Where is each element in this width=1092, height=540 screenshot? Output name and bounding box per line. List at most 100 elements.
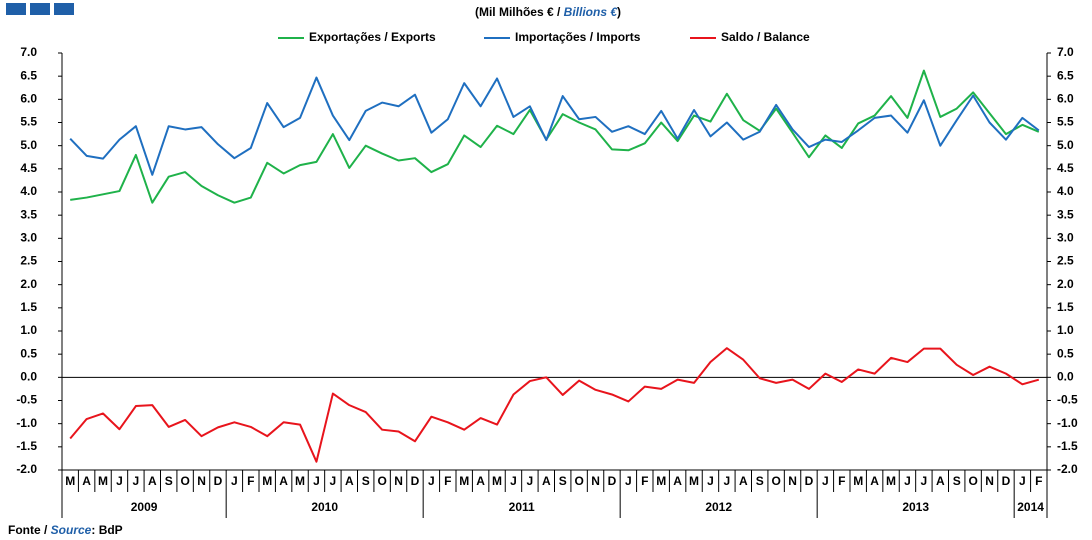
year-label: 2014 — [1017, 500, 1044, 514]
y-tick-label: 6.5 — [20, 68, 37, 82]
y-tick-label: -0.5 — [16, 393, 37, 407]
x-tick-label: M — [492, 474, 502, 488]
x-tick-label: S — [165, 474, 173, 488]
x-tick-label: O — [771, 474, 780, 488]
y-tick-label-right: 1.0 — [1057, 323, 1074, 337]
x-tick-label: M — [459, 474, 469, 488]
year-label: 2009 — [131, 500, 158, 514]
y-tick-label: 3.5 — [20, 207, 37, 221]
x-tick-label: D — [608, 474, 617, 488]
x-tick-label: J — [133, 474, 140, 488]
y-tick-label-right: 5.0 — [1057, 138, 1074, 152]
year-label: 2010 — [311, 500, 338, 514]
x-tick-label: M — [853, 474, 863, 488]
y-tick-label: 1.5 — [20, 300, 37, 314]
x-tick-label: J — [330, 474, 337, 488]
x-tick-label: J — [1019, 474, 1026, 488]
x-tick-label: J — [313, 474, 320, 488]
y-tick-label-right: 6.5 — [1057, 68, 1074, 82]
y-tick-label: 5.5 — [20, 115, 37, 129]
x-tick-label: D — [214, 474, 223, 488]
x-tick-label: M — [98, 474, 108, 488]
x-tick-label: O — [377, 474, 386, 488]
chart-title: (Mil Milhões € / Billions €) — [475, 5, 621, 19]
x-tick-label: S — [756, 474, 764, 488]
y-tick-label-right: -1.0 — [1057, 416, 1078, 430]
x-tick-label: F — [641, 474, 648, 488]
x-tick-label: J — [527, 474, 534, 488]
y-tick-label-right: 2.5 — [1057, 254, 1074, 268]
x-tick-label: A — [345, 474, 354, 488]
legend-label: Saldo / Balance — [721, 30, 810, 44]
y-tick-label-right: 0.0 — [1057, 370, 1074, 384]
y-tick-label: 4.0 — [20, 184, 37, 198]
legend-label: Exportações / Exports — [309, 30, 436, 44]
legend-label: Importações / Imports — [515, 30, 641, 44]
y-tick-label-right: 4.5 — [1057, 161, 1074, 175]
y-tick-label-right: 2.0 — [1057, 277, 1074, 291]
y-tick-label-right: 6.0 — [1057, 92, 1074, 106]
x-tick-label: M — [295, 474, 305, 488]
x-tick-label: M — [262, 474, 272, 488]
x-tick-label: A — [870, 474, 879, 488]
x-tick-label: J — [510, 474, 517, 488]
title-part: ) — [617, 5, 621, 19]
x-tick-label: S — [362, 474, 370, 488]
source-part: Fonte / — [8, 523, 51, 537]
x-tick-label: N — [591, 474, 600, 488]
x-tick-label: N — [788, 474, 797, 488]
logo-block — [6, 3, 26, 15]
y-tick-label: 3.0 — [20, 231, 37, 245]
y-tick-label-right: 5.5 — [1057, 115, 1074, 129]
title-part: Billions € — [564, 5, 619, 19]
series-line — [69, 347, 1040, 463]
y-tick-label: 0.5 — [20, 346, 37, 360]
y-tick-label-right: 4.0 — [1057, 184, 1074, 198]
y-tick-label: 6.0 — [20, 92, 37, 106]
x-tick-label: A — [673, 474, 682, 488]
y-tick-label: -1.0 — [16, 416, 37, 430]
y-tick-label: 0.0 — [20, 370, 37, 384]
x-tick-label: A — [936, 474, 945, 488]
y-tick-label: 2.5 — [20, 254, 37, 268]
x-tick-label: F — [247, 474, 254, 488]
y-tick-label: -2.0 — [16, 462, 37, 476]
x-tick-label: F — [1035, 474, 1042, 488]
y-tick-label-right: 3.5 — [1057, 207, 1074, 221]
x-tick-label: J — [921, 474, 928, 488]
x-tick-label: J — [707, 474, 714, 488]
x-tick-label: J — [904, 474, 911, 488]
y-tick-label: 5.0 — [20, 138, 37, 152]
year-label: 2013 — [902, 500, 929, 514]
x-tick-label: D — [1002, 474, 1011, 488]
x-tick-label: M — [886, 474, 896, 488]
x-tick-label: J — [231, 474, 238, 488]
y-tick-label: 1.0 — [20, 323, 37, 337]
logo-block — [54, 3, 74, 15]
y-tick-label-right: 0.5 — [1057, 346, 1074, 360]
x-tick-label: N — [394, 474, 403, 488]
x-tick-label: D — [805, 474, 814, 488]
x-tick-label: J — [724, 474, 731, 488]
x-tick-label: D — [411, 474, 420, 488]
x-tick-label: A — [542, 474, 551, 488]
x-tick-label: M — [689, 474, 699, 488]
year-label: 2012 — [705, 500, 732, 514]
x-tick-label: J — [625, 474, 632, 488]
x-tick-label: N — [197, 474, 206, 488]
y-tick-label: 2.0 — [20, 277, 37, 291]
x-tick-label: A — [279, 474, 288, 488]
y-tick-label-right: -0.5 — [1057, 393, 1078, 407]
x-tick-label: A — [148, 474, 157, 488]
source-part: Source — [51, 523, 92, 537]
x-tick-label: S — [559, 474, 567, 488]
x-tick-label: A — [82, 474, 91, 488]
x-tick-label: O — [180, 474, 189, 488]
y-tick-label-right: -2.0 — [1057, 462, 1078, 476]
x-tick-label: M — [65, 474, 75, 488]
y-tick-label-right: 1.5 — [1057, 300, 1074, 314]
x-tick-label: F — [838, 474, 845, 488]
x-tick-label: M — [656, 474, 666, 488]
x-tick-label: A — [739, 474, 748, 488]
